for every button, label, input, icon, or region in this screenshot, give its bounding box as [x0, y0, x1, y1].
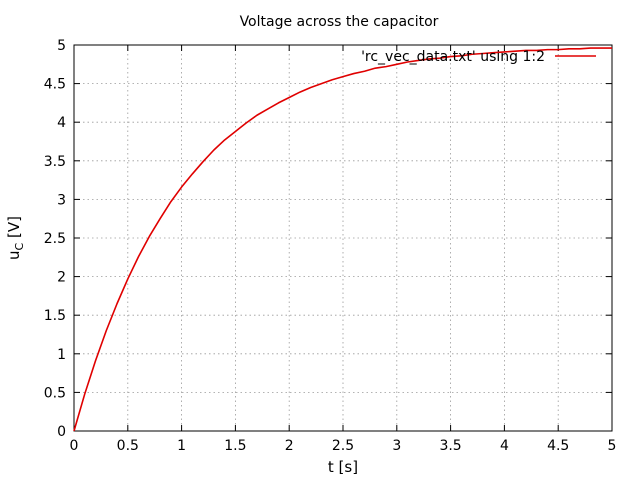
- x-tick-label: 1: [177, 438, 186, 454]
- y-tick-label: 5: [57, 38, 66, 54]
- y-tick-label: 4: [57, 115, 66, 131]
- y-axis-label-subscript: C: [13, 242, 26, 250]
- x-tick-label: 4: [500, 438, 509, 454]
- y-tick-label: 0: [57, 424, 66, 440]
- y-tick-labels: 0 0.5 1 1.5 2 2.5 3 3.5 4 4.5 5: [44, 38, 66, 440]
- y-axis-label-main: u: [5, 250, 23, 260]
- chart-title: Voltage across the capacitor: [240, 14, 439, 30]
- y-tick-label: 3.5: [44, 154, 66, 170]
- y-tick-label: 3: [57, 192, 66, 208]
- y-tick-label: 2.5: [44, 231, 66, 247]
- grid-lines: [74, 45, 612, 431]
- series-line: [73, 47, 612, 432]
- y-tick-label: 4.5: [44, 77, 66, 93]
- y-tick-label: 1: [57, 347, 66, 363]
- x-tick-label: 4.5: [547, 438, 569, 454]
- legend-entry-label: 'rc_vec_data.txt' using 1:2: [361, 49, 545, 65]
- x-tick-label: 0: [70, 438, 79, 454]
- x-axis-label: t [s]: [328, 458, 358, 476]
- x-tick-labels: 0 0.5 1 1.5 2 2.5 3 3.5 4 4.5 5: [70, 438, 617, 454]
- x-tick-label: 1.5: [224, 438, 246, 454]
- y-tick-label: 2: [57, 270, 66, 286]
- x-tick-label: 0.5: [117, 438, 139, 454]
- y-tick-label: 1.5: [44, 308, 66, 324]
- x-tick-label: 2.5: [332, 438, 354, 454]
- legend: 'rc_vec_data.txt' using 1:2: [361, 49, 596, 65]
- y-axis-label-unit: [V]: [5, 216, 23, 243]
- x-tick-label: 3.5: [439, 438, 461, 454]
- x-tick-label: 3: [392, 438, 401, 454]
- series-lines: [73, 47, 612, 432]
- x-tick-label: 5: [608, 438, 617, 454]
- y-tick-label: 0.5: [44, 385, 66, 401]
- tick-marks: [73, 44, 613, 432]
- y-axis-label: uC [V]: [5, 216, 26, 260]
- x-tick-label: 2: [285, 438, 294, 454]
